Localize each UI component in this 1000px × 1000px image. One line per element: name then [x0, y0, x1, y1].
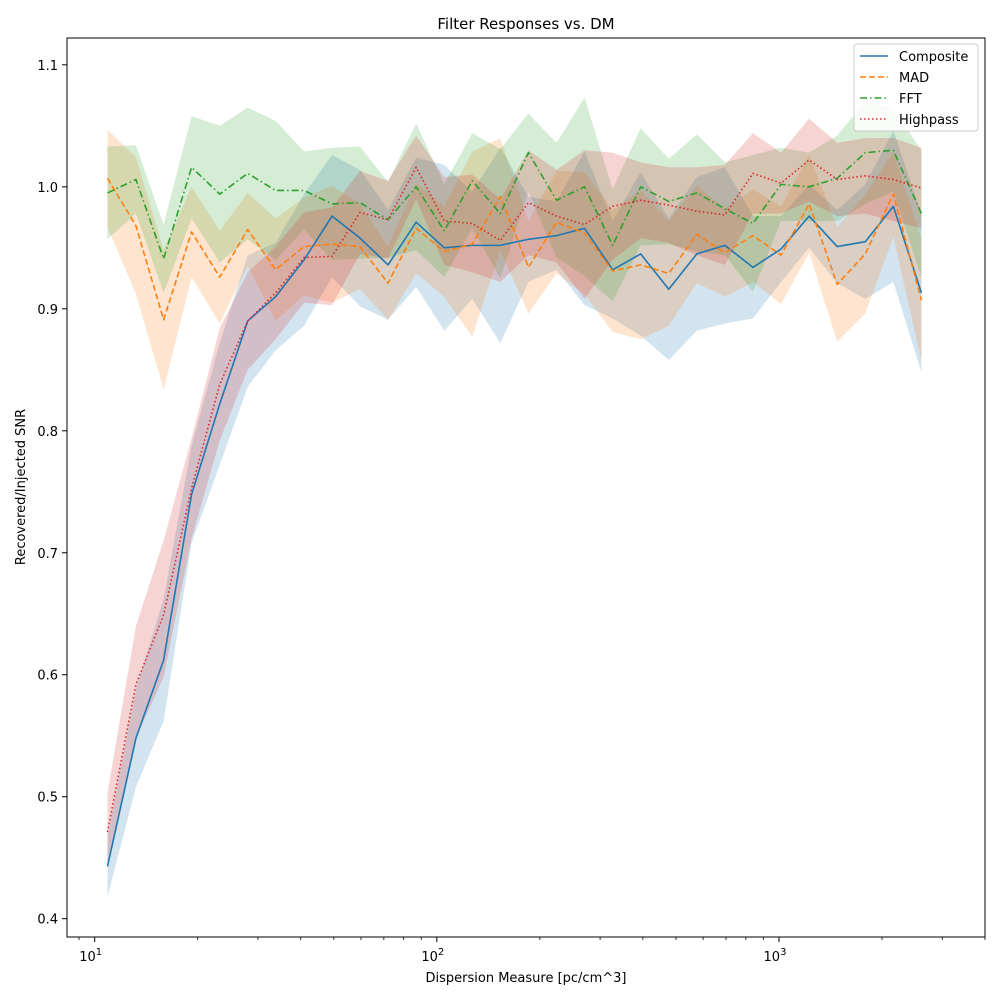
legend-label-composite: Composite — [899, 50, 968, 65]
band-composite — [107, 130, 922, 897]
y-axis-ticks: 0.4 0.5 0.6 0.7 0.8 0.9 1.0 1.1 — [37, 59, 67, 928]
line-mad — [106, 177, 923, 321]
legend-label-mad: MAD — [899, 71, 929, 86]
band-fft — [107, 97, 922, 302]
y-tick-label: 0.7 — [37, 547, 58, 562]
legend: Composite MAD FFT Highpass — [853, 43, 979, 132]
y-tick-label: 1.1 — [37, 59, 58, 74]
confidence-bands — [107, 97, 922, 897]
line-fft — [107, 149, 923, 260]
y-tick-label: 0.9 — [37, 303, 58, 318]
series-lines — [106, 149, 923, 867]
line-composite — [106, 205, 923, 867]
x-axis-ticks: 101 102 103 — [78, 937, 986, 965]
band-mad — [107, 129, 922, 390]
y-tick-label: 0.4 — [37, 913, 58, 928]
x-tick-label: 103 — [764, 947, 787, 965]
plot-frame — [66, 37, 986, 938]
y-tick-label: 0.8 — [37, 425, 58, 440]
y-tick-label: 0.6 — [37, 669, 58, 684]
x-tick-label: 101 — [79, 947, 102, 965]
x-tick-label: 102 — [421, 947, 444, 965]
legend-box — [853, 43, 979, 132]
x-axis-label: Dispersion Measure [pc/cm^3] — [426, 971, 627, 986]
chart-title: Filter Responses vs. DM — [437, 15, 614, 33]
legend-label-highpass: Highpass — [899, 113, 959, 128]
y-axis-label: Recovered/Injected SNR — [14, 409, 29, 565]
line-highpass — [106, 159, 922, 833]
y-tick-label: 1.0 — [37, 181, 58, 196]
legend-label-fft: FFT — [899, 92, 922, 107]
band-highpass — [107, 118, 922, 867]
y-tick-label: 0.5 — [37, 791, 58, 806]
